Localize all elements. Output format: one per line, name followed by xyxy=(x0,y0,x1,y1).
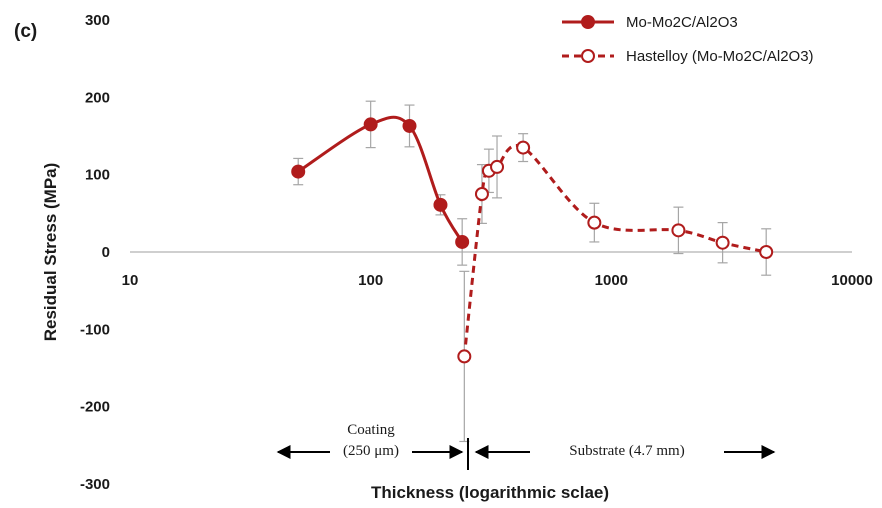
data-point-open xyxy=(587,215,602,230)
data-point-filled xyxy=(433,197,448,212)
legend-label-2: Hastelloy (Mo-Mo2C/Al2O3) xyxy=(626,48,814,65)
data-point-open xyxy=(715,235,730,250)
annotations: Coating (250 μm) Substrate (4.7 mm) xyxy=(276,422,776,470)
y-tick-label: 300 xyxy=(85,12,110,29)
data-point-open xyxy=(474,187,489,201)
markers xyxy=(291,117,774,364)
y-tick-label: 100 xyxy=(85,167,110,184)
y-tick-label: 0 xyxy=(102,244,110,261)
x-axis-title: Thickness (logarithmic sclae) xyxy=(371,483,609,502)
coating-thickness-label: (250 μm) xyxy=(343,443,399,459)
x-tick-label: 10 xyxy=(122,272,139,289)
data-point-filled xyxy=(455,234,470,249)
panel-label: (c) xyxy=(14,21,37,42)
data-point-open xyxy=(457,349,472,364)
legend-marker-2 xyxy=(581,49,595,63)
series-line-2 xyxy=(462,144,767,357)
data-point-open xyxy=(490,159,505,174)
series-line-1 xyxy=(297,115,464,243)
data-point-filled xyxy=(363,117,378,132)
data-point-open xyxy=(516,140,531,155)
x-tick-label: 1000 xyxy=(595,272,628,289)
x-tick-labels: 10 100 1000 10000 xyxy=(122,272,873,289)
y-tick-label: -200 xyxy=(80,399,110,416)
x-tick-label: 10000 xyxy=(831,272,873,289)
data-point-filled xyxy=(291,164,306,179)
y-tick-label: -300 xyxy=(80,476,110,493)
legend-marker-1 xyxy=(581,15,595,29)
substrate-label: Substrate (4.7 mm) xyxy=(569,443,684,459)
data-point-open xyxy=(671,223,686,238)
legend-label-1: Mo-Mo2C/Al2O3 xyxy=(626,14,738,31)
data-point-open xyxy=(759,245,774,259)
y-tick-label: -100 xyxy=(80,321,110,338)
series-lines xyxy=(297,115,767,357)
coating-label: Coating xyxy=(347,422,395,438)
y-tick-labels: 300 200 100 0 -100 -200 -300 xyxy=(80,12,110,493)
x-tick-label: 100 xyxy=(358,272,383,289)
legend: Mo-Mo2C/Al2O3 Hastelloy (Mo-Mo2C/Al2O3) xyxy=(562,14,814,65)
data-point-filled xyxy=(402,118,417,133)
y-tick-label: 200 xyxy=(85,89,110,106)
y-axis-title: Residual Stress (MPa) xyxy=(41,163,60,342)
